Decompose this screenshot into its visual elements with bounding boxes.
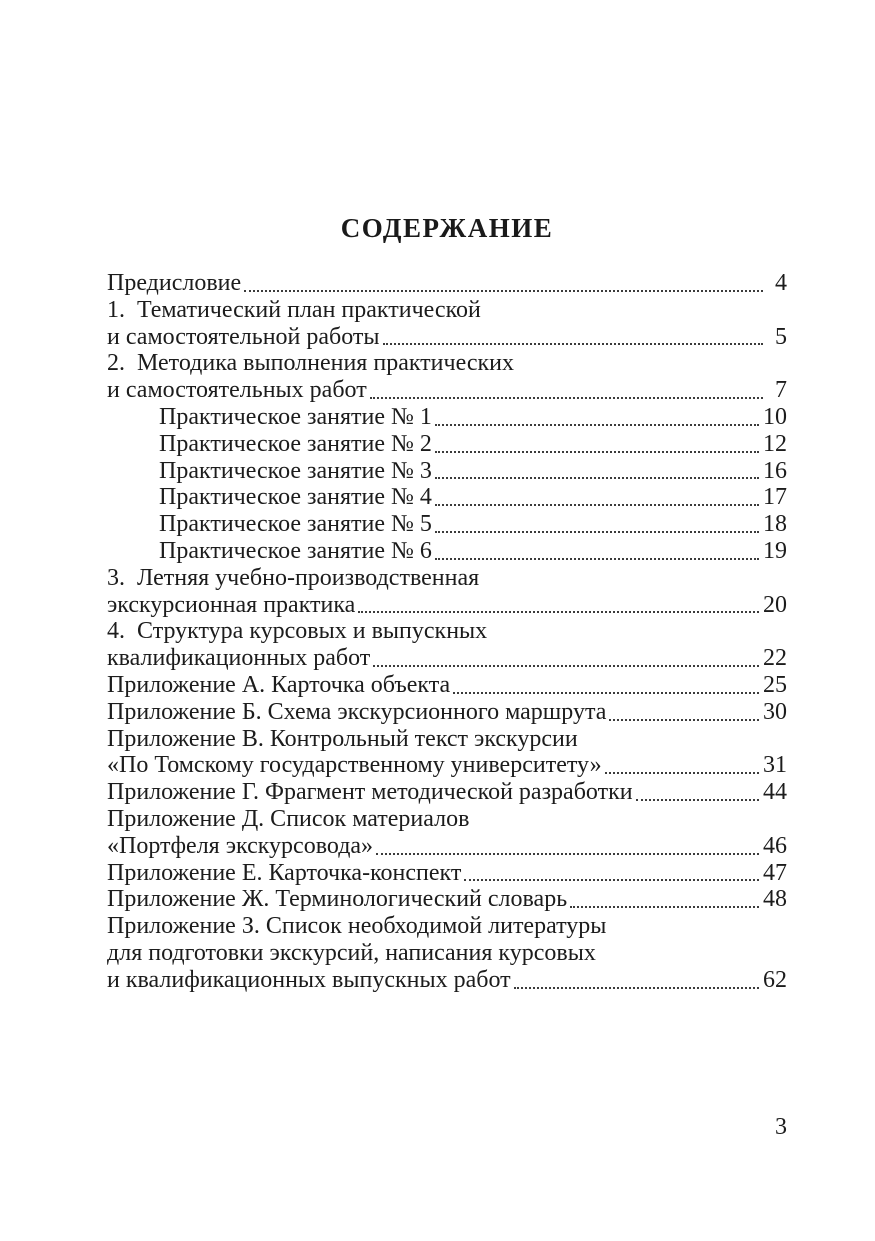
toc-leader-dots [358,592,759,614]
toc-entry: Приложение Е. Карточка-конспект 47 [107,860,787,887]
toc-entry-text: и самостоятельной работы [107,323,380,350]
toc-leader-dots [434,458,759,480]
toc-entry-text: Приложение Д. Список материалов [107,805,470,832]
toc-entry: «По Томскому государственному университе… [107,752,787,779]
toc-leader-dots [434,484,759,507]
toc-entry-text: Приложение Е. Карточка-конспект [107,859,462,886]
toc-entry-text: Приложение А. Карточка объекта [107,671,451,698]
toc-entry-text: «Портфеля экскурсовода» [107,832,374,859]
toc-page-number: 18 [763,511,787,538]
toc-entry-text: и самостоятельных работ [107,377,367,404]
toc-entry-text: Практическое занятие № 3 [159,457,432,484]
contents-title: СОДЕРЖАНИЕ [340,213,554,243]
toc-page-number: 7 [775,377,787,404]
toc-entry-text: для подготовки экскурсий, написания курс… [107,939,596,966]
page-number-folio: 3 [775,1114,787,1140]
toc-page-number: 22 [763,645,787,672]
toc-entry: Практическое занятие № 4 17 [107,484,787,511]
toc-entry: Приложение Д. Список материалов [107,806,787,833]
toc-entry-text: Практическое занятие № 4 [159,484,432,511]
toc-page-number: 46 [763,832,787,859]
toc-leader-dots [434,538,759,560]
toc-leader-dots [434,404,759,426]
toc-entry: 3. Летняя учебно-производственная [107,565,787,592]
toc-leader-dots [464,860,759,882]
toc-list: Предисловие 4 1. Тематический план практ… [107,270,787,994]
toc-entry-text: Практическое занятие № 2 [159,430,432,457]
toc-entry: Практическое занятие № 1 10 [107,404,787,431]
toc-page-number: 30 [763,698,787,725]
toc-page-number: 48 [763,886,787,913]
toc-leader-dots [373,645,759,667]
toc-entry-text: квалификационных работ [107,645,371,672]
toc-entry: Практическое занятие № 3 16 [107,458,787,485]
toc-entry: Приложение З. Список необходимой литерат… [107,913,787,940]
toc-entry-text: 2. Методика выполнения практических [107,350,514,377]
toc-page-number: 4 [775,270,787,296]
toc-entry: Приложение Ж. Терминологический словарь … [107,886,787,913]
toc-leader-dots [369,377,763,399]
toc-leader-dots [635,779,759,801]
toc-leader-dots [604,752,759,775]
toc-leader-dots [609,699,759,721]
toc-leader-dots [434,511,759,533]
toc-entry: квалификационных работ 22 [107,645,787,672]
toc-entry-text: 1. Тематический план практической [107,296,481,323]
toc-page-number: 47 [763,859,787,886]
toc-entry: и самостоятельной работы 5 [107,324,787,351]
toc-entry: Практическое занятие № 6 19 [107,538,787,565]
toc-entry-text: Предисловие [107,270,242,296]
toc-entry: и самостоятельных работ 7 [107,377,787,404]
toc-entry: Предисловие 4 [107,270,787,297]
toc-entry-text: экскурсионная практика [107,591,356,618]
toc-leader-dots [434,431,759,453]
toc-entry-text: Практическое занятие № 1 [159,403,432,430]
toc-entry: для подготовки экскурсий, написания курс… [107,940,787,967]
toc-entry-text: 4. Структура курсовых и выпускных [107,618,488,645]
toc-page-number: 20 [763,591,787,618]
toc-page-number: 12 [763,430,787,457]
toc-entry-text: Приложение Б. Схема экскурсионного маршр… [107,698,607,725]
toc-leader-dots [376,833,759,855]
toc-entry: 4. Структура курсовых и выпускных [107,618,787,645]
toc-entry: 1. Тематический план практической [107,297,787,324]
toc-entry: Практическое занятие № 2 12 [107,431,787,458]
toc-leader-dots [570,886,759,909]
toc-entry: 2. Методика выполнения практических [107,350,787,377]
toc-leader-dots [244,270,763,292]
toc-entry-text: Практическое занятие № 6 [159,537,432,564]
toc-entry: Практическое занятие № 5 18 [107,511,787,538]
toc-page-number: 44 [763,779,787,806]
toc-page-number: 17 [763,484,787,511]
toc-entry-text: Практическое занятие № 5 [159,511,432,538]
toc-leader-dots [382,324,763,346]
toc-page-number: 16 [763,457,787,484]
toc-page-number: 5 [775,323,787,350]
toc-entry: Приложение Г. Фрагмент методической разр… [107,779,787,806]
toc-entry-text: 3. Летняя учебно-производственная [107,564,480,591]
toc-page-number: 25 [763,671,787,698]
toc-entry-text: Приложение Ж. Терминологический словарь [107,886,568,913]
toc-page-number: 10 [763,403,787,430]
toc-entry-text: Приложение В. Контрольный текст экскурси… [107,725,578,752]
toc-entry-text: и квалификационных выпускных работ [107,966,511,993]
toc-entry-text: Приложение Г. Фрагмент методической разр… [107,779,633,806]
toc-entry: «Портфеля экскурсовода» 46 [107,833,787,860]
toc-entry: Приложение Б. Схема экскурсионного маршр… [107,699,787,726]
toc-entry: и квалификационных выпускных работ 62 [107,967,787,994]
toc-page-number: 62 [763,966,787,993]
toc-entry: Приложение А. Карточка объекта 25 [107,672,787,699]
toc-entry: экскурсионная практика 20 [107,592,787,619]
toc-entry-text: Приложение З. Список необходимой литерат… [107,913,607,940]
toc-entry-text: «По Томскому государственному университе… [107,752,602,779]
toc-leader-dots [453,672,759,694]
toc-entry: Приложение В. Контрольный текст экскурси… [107,726,787,753]
toc-page-number: 19 [763,537,787,564]
toc-leader-dots [513,967,759,989]
toc-page-number: 31 [763,752,787,779]
